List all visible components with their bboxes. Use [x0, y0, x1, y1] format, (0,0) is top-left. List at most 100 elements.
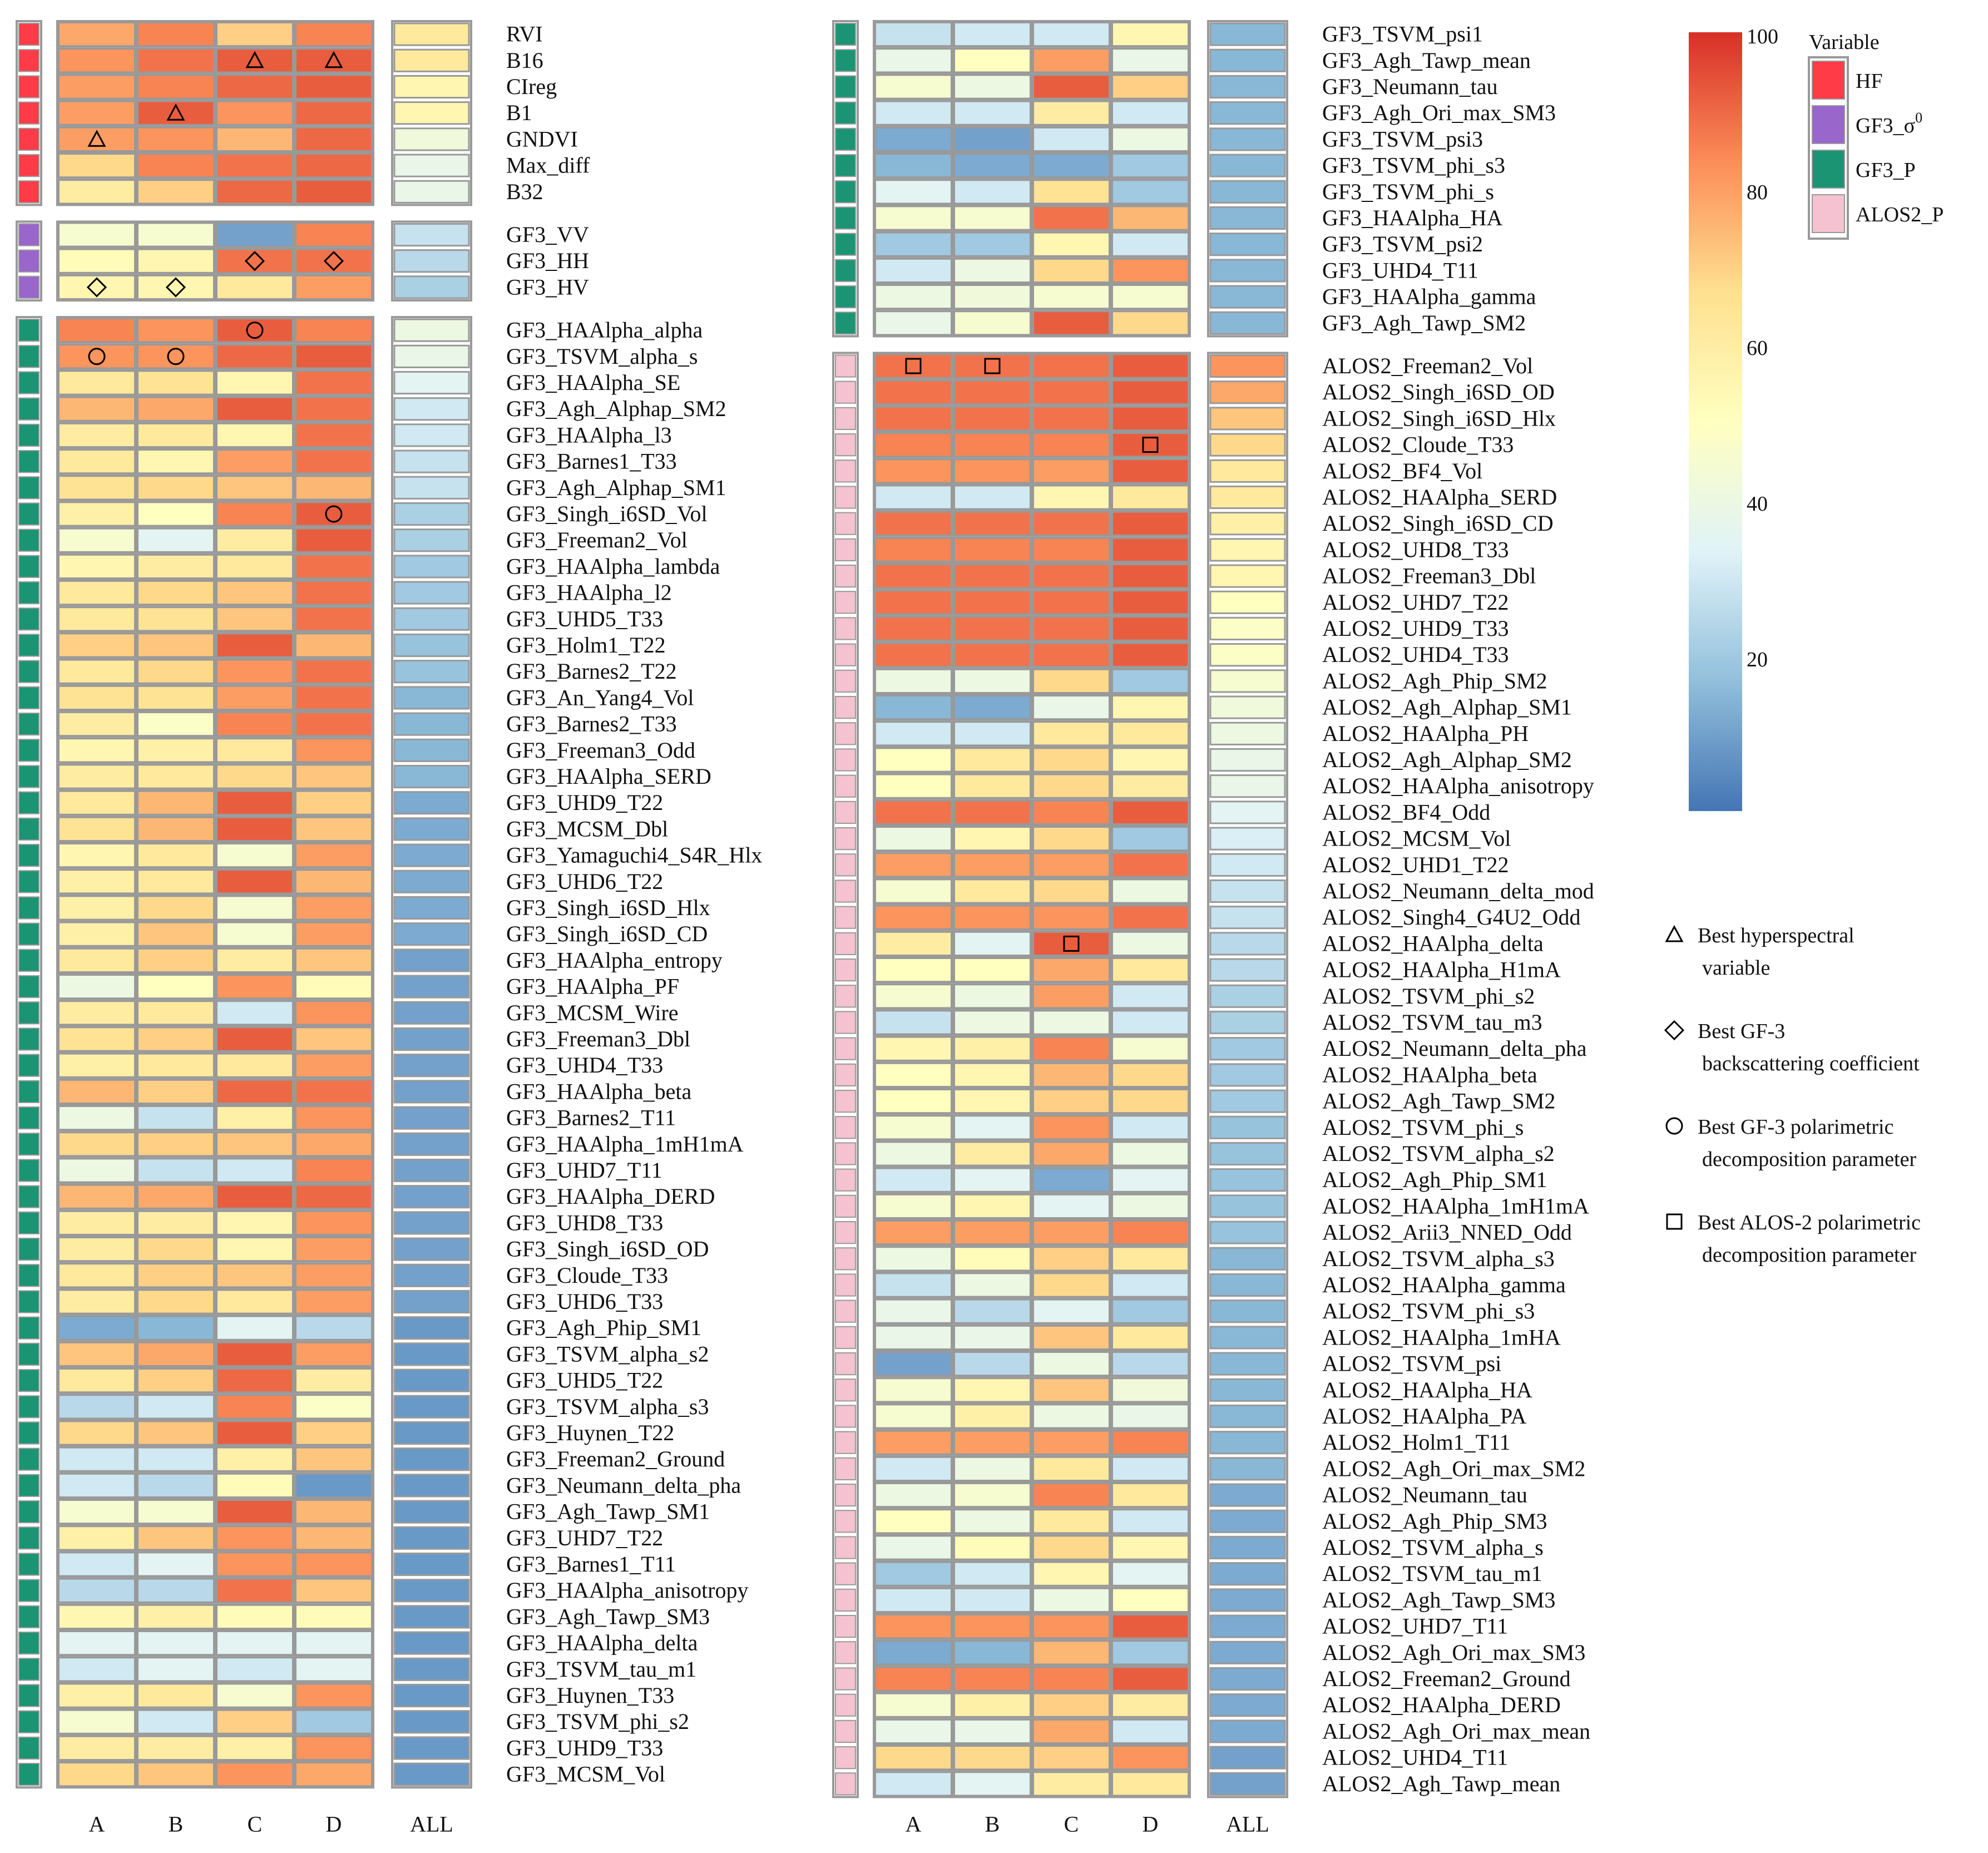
heatmap-row: ALOS2_Cloude_T33: [835, 432, 1514, 458]
row-label: ALOS2_Singh_i6SD_Hlx: [1322, 406, 1556, 431]
row-label: GF3_UHD6_T22: [506, 869, 663, 894]
heatmap-cell: [294, 684, 373, 711]
all-column-cell: [1209, 1168, 1286, 1192]
heatmap-row: ALOS2_HAAlpha_PA: [835, 1403, 1527, 1430]
heatmap-cell: [1032, 257, 1111, 284]
row-label: ALOS2_TSVM_tau_m1: [1322, 1561, 1542, 1586]
all-column-cell: [1209, 233, 1286, 256]
heatmap-row: GF3_HAAlpha_HA: [835, 205, 1503, 231]
heatmap-cell: [294, 1761, 373, 1788]
heatmap-cell: [57, 1551, 136, 1578]
heatmap-cell: [953, 615, 1032, 642]
heatmap-cell: [57, 1236, 136, 1263]
heatmap-cell: [1032, 484, 1111, 511]
heatmap-cell: [294, 1105, 373, 1131]
heatmap-cell: [1032, 773, 1111, 799]
heatmap-cell: [215, 947, 294, 974]
row-label: ALOS2_Agh_Tawp_SM3: [1322, 1587, 1555, 1612]
row-label: ALOS2_Agh_Ori_max_SM3: [1322, 1640, 1585, 1665]
row-label: GF3_Barnes1_T11: [506, 1551, 676, 1577]
row-label: GF3_Freeman2_Ground: [506, 1446, 725, 1471]
row-label: ALOS2_Agh_Tawp_SM2: [1322, 1089, 1555, 1114]
heatmap-block-gf3_p: GF3_HAAlpha_alphaGF3_TSVM_alpha_sGF3_HAA…: [16, 316, 762, 1789]
row-label: GF3_Agh_Tawp_mean: [1322, 48, 1531, 73]
heatmap-cell: [953, 284, 1032, 310]
heatmap-frame: [56, 220, 374, 302]
heatmap-row: GF3_UHD5_T22: [18, 1367, 663, 1394]
marker-legend-text: decomposition parameter: [1702, 1243, 1916, 1267]
row-label: ALOS2_HAAlpha_anisotropy: [1322, 773, 1594, 798]
all-column-cell: [393, 22, 470, 46]
group-color-cell: [835, 180, 856, 204]
heatmap-cell: [953, 773, 1032, 799]
row-label: GF3_HAAlpha_lambda: [506, 554, 720, 579]
heatmap-cell: [294, 152, 373, 179]
heatmap-cell: [1032, 1666, 1111, 1692]
heatmap-panel-1: RVIB16CIregB1GNDVIMax_diffB32GF3_VVGF3_H…: [16, 20, 762, 1789]
all-column-cell: [393, 1368, 470, 1392]
heatmap-cell: [215, 763, 294, 790]
all-column-cell: [1209, 722, 1286, 745]
heatmap-cell: [294, 947, 373, 974]
heatmap-row: ALOS2_Neumann_delta_mod: [835, 878, 1594, 905]
heatmap-cell: [57, 553, 136, 580]
heatmap-cell: [953, 1035, 1032, 1062]
row-label: GF3_MCSM_Vol: [506, 1762, 665, 1787]
heatmap-cell: [294, 369, 373, 396]
heatmap-cell: [874, 720, 953, 747]
all-column-cell: [393, 249, 470, 273]
heatmap-cell: [1032, 1613, 1111, 1640]
row-label: GF3_Neumann_tau: [1322, 74, 1498, 99]
heatmap-cell: [215, 1288, 294, 1315]
heatmap-cell: [215, 274, 294, 300]
heatmap-cell: [57, 921, 136, 947]
heatmap-cell: [1111, 1377, 1190, 1404]
heatmap-cell: [294, 1446, 373, 1472]
best-gf3-backscatter-marker: [165, 277, 186, 298]
heatmap-row: GF3_HAAlpha_l2: [18, 580, 672, 606]
heatmap-cell: [1032, 379, 1111, 406]
heatmap-cell: [874, 257, 953, 284]
heatmap-row: ALOS2_HAAlpha_1mHA: [835, 1324, 1561, 1351]
heatmap-cell: [874, 510, 953, 537]
group-color-cell: [835, 1273, 856, 1297]
heatmap-cell: [57, 789, 136, 816]
heatmap-cell: [294, 1183, 373, 1210]
heatmap-cell: [136, 658, 215, 685]
heatmap-row: ALOS2_UHD9_T33: [835, 615, 1509, 642]
heatmap-cell: [57, 248, 136, 274]
heatmap-cell: [294, 221, 373, 248]
heatmap-cell: [215, 1761, 294, 1788]
heatmap-cell: [953, 405, 1032, 432]
heatmap-cell: [215, 1682, 294, 1709]
row-label: GF3_TSVM_alpha_s3: [506, 1394, 709, 1419]
heatmap-cell: [57, 1708, 136, 1735]
group-strip-frame: [16, 220, 42, 302]
heatmap-cell: [953, 1167, 1032, 1193]
heatmap-cell: [294, 73, 373, 100]
heatmap-cell: [953, 100, 1032, 126]
heatmap-cell: [874, 852, 953, 878]
all-column-cell: [393, 423, 470, 447]
heatmap-row: ALOS2_HAAlpha_DERD: [835, 1692, 1561, 1718]
heatmap-cell: [294, 1525, 373, 1551]
heatmap-cell: [215, 1078, 294, 1105]
heatmap-cell: [1032, 615, 1111, 642]
heatmap-cell: [1032, 510, 1111, 537]
heatmap-cell: [874, 310, 953, 337]
heatmap-cell: [215, 448, 294, 475]
heatmap-cell: [874, 284, 953, 310]
group-color-cell: [18, 1632, 39, 1655]
heatmap-cell: [215, 842, 294, 869]
all-column-cell: [1209, 285, 1286, 309]
heatmap-cell: [953, 878, 1032, 905]
legend-label-gf3_s: GF3_σ0: [1856, 110, 1922, 137]
heatmap-cell: [215, 632, 294, 659]
heatmap-cell: [1032, 904, 1111, 931]
row-label: GF3_TSVM_alpha_s: [506, 344, 698, 369]
heatmap-cell: [57, 221, 136, 248]
heatmap-cell: [953, 1246, 1032, 1272]
heatmap-cell: [136, 895, 215, 921]
heatmap-cell: [294, 21, 373, 48]
all-column-cell: [393, 344, 470, 368]
